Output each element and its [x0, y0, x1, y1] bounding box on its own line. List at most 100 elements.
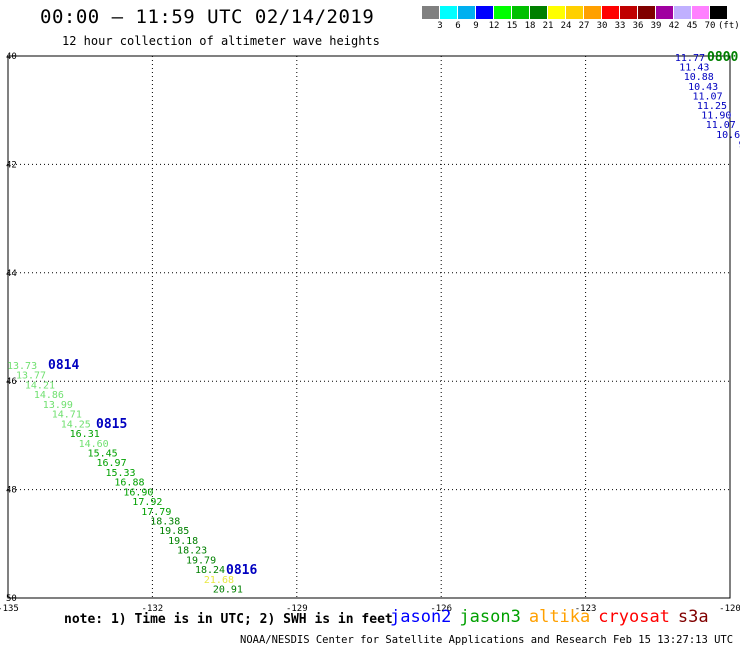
wave-height-label: 14.21 [25, 380, 55, 391]
color-swatch [584, 6, 601, 19]
map-frame [7, 55, 731, 599]
track-time-label: 0800 [707, 50, 738, 65]
color-scale-tick: 33 [614, 21, 626, 31]
color-scale-tick: 70 [704, 21, 716, 31]
wave-height-label: 15.33 [105, 468, 135, 479]
page-subtitle: 12 hour collection of altimeter wave hei… [62, 34, 380, 48]
color-scale-tick: 24 [560, 21, 572, 31]
color-scale-tick: 6 [455, 21, 461, 31]
color-swatch [692, 6, 709, 19]
wave-height-label: 18.24 [195, 565, 225, 576]
wave-height-label: 16.31 [70, 429, 100, 440]
wave-height-label: 18.23 [177, 546, 207, 557]
color-swatch [566, 6, 583, 19]
wave-height-label: 14.71 [52, 410, 82, 421]
lat-tick-label: 44 [6, 269, 17, 279]
color-swatch [638, 6, 655, 19]
track-0814-0816: 13.7313.7714.2114.8613.9914.7114.2516.31… [7, 358, 257, 596]
color-scale-tick: 9 [473, 21, 479, 31]
track-time-label: 0815 [96, 417, 127, 432]
map-grid [7, 55, 731, 599]
wave-height-label: 17.92 [132, 497, 162, 508]
lon-tick-label: -132 [142, 604, 164, 614]
wave-height-label: 19.18 [168, 536, 198, 547]
wave-height-label: 13.77 [16, 371, 46, 382]
lat-tick-label: 50 [6, 594, 17, 604]
wave-height-label: 14.25 [61, 419, 91, 430]
color-scale-tick: (ft) [718, 21, 740, 31]
legend-entry-altika: altika [528, 607, 591, 627]
color-swatch [440, 6, 457, 19]
wave-height-label: 10.6 [716, 130, 740, 141]
color-scale-tick: 12 [488, 21, 500, 31]
wave-height-label: 16.90 [123, 487, 153, 498]
satellite-legend: jason2 jason3 altika cryosat s3a [390, 607, 717, 627]
lat-tick-label: 48 [6, 486, 17, 496]
color-swatch [530, 6, 547, 19]
color-swatch [476, 6, 493, 19]
color-scale-tick: 45 [686, 21, 698, 31]
legend-entry-s3a: s3a [677, 607, 709, 627]
lon-tick-label: -126 [430, 604, 452, 614]
credit-line: NOAA/NESDIS Center for Satellite Applica… [240, 634, 740, 646]
wave-height-label: 19.79 [186, 555, 216, 566]
legend-entry-jason2: jason2 [390, 607, 452, 627]
wave-height-label: 10.43 [688, 82, 718, 93]
color-scale-tick: 42 [668, 21, 680, 31]
legend-entry-jason3: jason3 [459, 607, 521, 627]
legend-entry-cryosat: cryosat [598, 607, 670, 627]
wave-height-label: 11.25 [697, 101, 727, 112]
color-scale-tick: 21 [542, 21, 554, 31]
wave-height-label: 11.77 [675, 53, 705, 64]
color-scale-tick: 18 [524, 21, 536, 31]
page-title: 00:00 – 11:59 UTC 02/14/2019 [40, 6, 375, 28]
track-time-label: 0814 [48, 358, 79, 373]
wave-height-label: 14.60 [79, 439, 109, 450]
wave-height-label: 11.90 [701, 111, 731, 122]
lon-tick-label: -135 [0, 604, 19, 614]
wave-height-label: 17.79 [141, 507, 171, 518]
wave-height-label: 21.68 [204, 575, 234, 586]
color-swatch [602, 6, 619, 19]
color-swatch [512, 6, 529, 19]
color-scale-tick: 3 [437, 21, 443, 31]
color-scale-tick: 27 [578, 21, 590, 31]
footnote: note: 1) Time is in UTC; 2) SWH is in fe… [64, 612, 393, 627]
color-swatch [548, 6, 565, 19]
color-swatch [494, 6, 511, 19]
wave-height-label: 13.73 [7, 361, 37, 372]
wave-height-label: 11.07 [706, 120, 736, 131]
color-swatch [656, 6, 673, 19]
color-scale-tick: 36 [632, 21, 644, 31]
track-time-label: 0816 [226, 563, 257, 578]
color-swatch [620, 6, 637, 19]
wave-height-label: 20.91 [213, 585, 243, 596]
wave-height-label: 9 [739, 139, 740, 150]
color-swatch [710, 6, 727, 19]
lat-tick-label: 46 [6, 377, 17, 387]
map-axis-labels: 40 42 44 46 48 50-135 -132 -129 -126 -123 -120 [0, 52, 740, 614]
color-swatch [422, 6, 439, 19]
lon-tick-label: -123 [575, 604, 597, 614]
wave-height-label: 11.43 [679, 63, 709, 74]
lon-tick-label: -120 [719, 604, 740, 614]
wave-height-label: 10.88 [684, 72, 714, 83]
track-0800: 080011.7711.4310.8810.4311.0711.2511.901… [675, 50, 740, 150]
wave-height-label: 15.45 [88, 448, 118, 459]
wave-height-label: 16.88 [114, 478, 144, 489]
lon-tick-label: -129 [286, 604, 308, 614]
lat-tick-label: 42 [6, 160, 17, 170]
wave-height-label: 11.07 [692, 91, 722, 102]
wave-height-label: 19.85 [159, 526, 189, 537]
lat-tick-label: 40 [6, 52, 17, 62]
wave-height-label: 16.97 [97, 458, 127, 469]
color-scale-tick: 30 [596, 21, 608, 31]
color-swatch [674, 6, 691, 19]
altimeter-tracks: 080011.7711.4310.8810.4311.0711.2511.901… [7, 50, 740, 596]
wave-height-label: 14.86 [34, 390, 64, 401]
wave-height-label: 18.38 [150, 517, 180, 528]
color-swatch [458, 6, 475, 19]
color-scale-tick: 15 [506, 21, 518, 31]
wave-height-label: 13.99 [43, 400, 73, 411]
